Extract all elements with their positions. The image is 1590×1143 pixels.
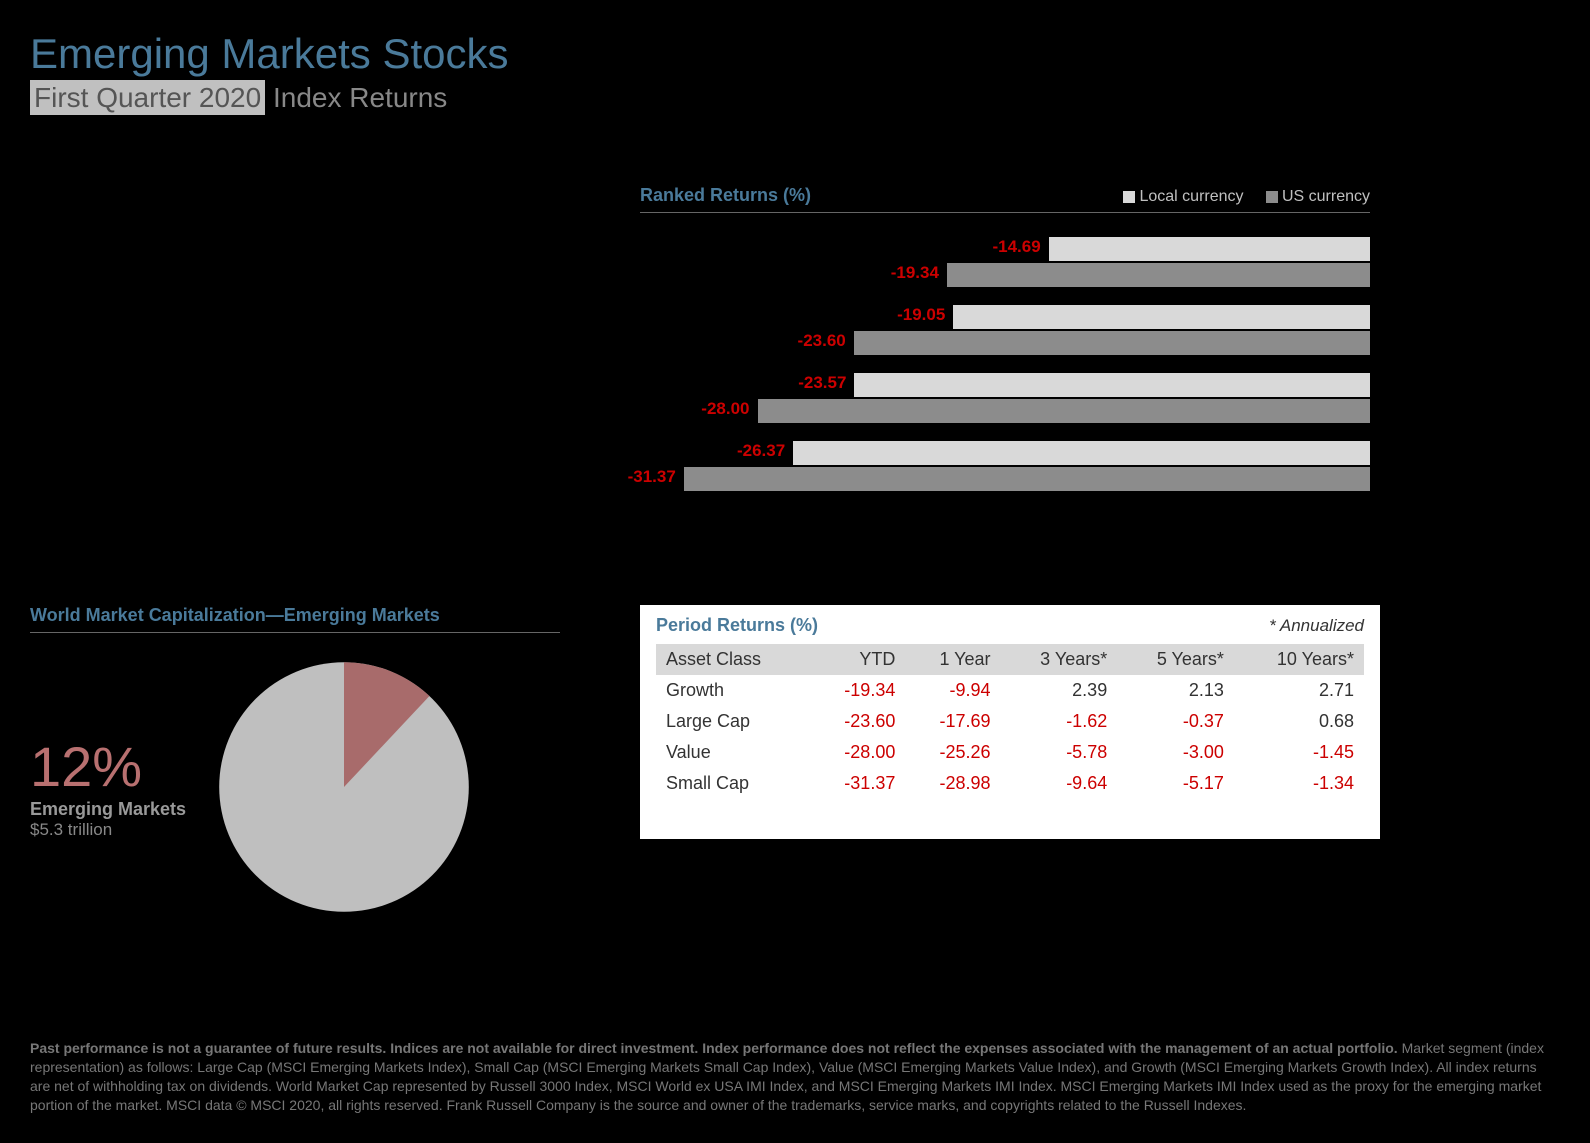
table-cell-value: -3.00 [1117,737,1234,768]
ranked-title: Ranked Returns (%) [640,185,811,206]
table-cell-value: 2.39 [1001,675,1118,706]
table-col-header: 3 Years* [1001,644,1118,675]
legend-label-us: US currency [1282,188,1370,205]
bar-us-label: -31.37 [628,467,676,487]
market-cap-pie [214,657,474,917]
period-returns-section: Period Returns (%) * Annualized Asset Cl… [640,605,1380,839]
period-returns-title: Period Returns (%) [656,615,818,636]
legend-box-us [1266,191,1278,203]
bar-local [1049,237,1370,261]
table-cell-value: -31.37 [810,768,905,799]
table-cell-value: 0.68 [1234,706,1364,737]
ranked-legend: Local currency US currency [1105,188,1370,206]
table-col-header: YTD [810,644,905,675]
table-cell-value: 2.13 [1117,675,1234,706]
subtitle-highlight: First Quarter 2020 [30,80,265,115]
table-col-header: 10 Years* [1234,644,1364,675]
bar-pair: -26.37-31.37 [640,441,1370,497]
subtitle-rest: Index Returns [265,82,447,113]
legend-label-local: Local currency [1139,188,1243,205]
bar-us-label: -19.34 [891,263,939,283]
table-col-header: Asset Class [656,644,810,675]
table-cell-value: -28.00 [810,737,905,768]
table-header-row: Asset ClassYTD1 Year3 Years*5 Years*10 Y… [656,644,1364,675]
table-body: Growth-19.34-9.942.392.132.71Large Cap-2… [656,675,1364,799]
bar-pair: -14.69 -19.34 [640,237,1370,293]
table-col-header: 1 Year [905,644,1000,675]
table-cell-value: -25.26 [905,737,1000,768]
bar-local-label: -14.69 [992,237,1040,257]
ranked-bars: -14.69 -19.34 -19.05 -23.60 -23.57 -28.00 -26.… [640,237,1370,557]
bar-local-label: -23.57 [798,373,846,393]
table-cell-value: -9.64 [1001,768,1118,799]
bar-local-label: -19.05 [897,305,945,325]
table-cell-value: -1.62 [1001,706,1118,737]
page-subtitle: First Quarter 2020 Index Returns [30,82,1560,114]
footnote-bold: Past performance is not a guarantee of f… [30,1040,1398,1056]
bar-pair: -19.05 -23.60 [640,305,1370,361]
bar-local [793,441,1370,465]
bar-us-label: -28.00 [701,399,749,419]
table-cell-name: Growth [656,675,810,706]
table-cell-value: -5.17 [1117,768,1234,799]
table-cell-name: Large Cap [656,706,810,737]
table-cell-value: 2.71 [1234,675,1364,706]
table-row: Large Cap-23.60-17.69-1.62-0.370.68 [656,706,1364,737]
table-cell-value: -28.98 [905,768,1000,799]
table-cell-name: Small Cap [656,768,810,799]
period-returns-table: Asset ClassYTD1 Year3 Years*5 Years*10 Y… [656,644,1364,799]
table-cell-name: Value [656,737,810,768]
footnotes: Past performance is not a guarantee of f… [30,1039,1550,1115]
page-title: Emerging Markets Stocks [30,30,1560,78]
market-cap-value: $5.3 trillion [30,820,186,840]
market-cap-title: World Market Capitalization—Emerging Mar… [30,605,560,633]
table-col-header: 5 Years* [1117,644,1234,675]
annualized-note: * Annualized [1269,616,1364,636]
table-cell-value: -5.78 [1001,737,1118,768]
table-cell-value: -1.34 [1234,768,1364,799]
bar-pair: -23.57 -28.00 [640,373,1370,429]
table-extra-black [1380,605,1560,645]
bar-local [854,373,1370,397]
table-cell-value: -0.37 [1117,706,1234,737]
table-cell-value: -17.69 [905,706,1000,737]
market-cap-percent: 12% [30,734,186,799]
table-row: Small Cap-31.37-28.98-9.64-5.17-1.34 [656,768,1364,799]
bar-local-label: -26.37 [737,441,785,461]
market-cap-section: World Market Capitalization—Emerging Mar… [30,605,560,917]
table-cell-value: -23.60 [810,706,905,737]
market-cap-label: Emerging Markets [30,799,186,820]
legend-box-local [1123,191,1135,203]
table-cell-value: -19.34 [810,675,905,706]
ranked-returns-section: Ranked Returns (%) Local currency US cur… [640,185,1370,557]
bar-us-label: -23.60 [798,331,846,351]
bar-us [854,331,1370,355]
bar-local [953,305,1370,329]
bar-us [758,399,1371,423]
bar-us [684,467,1370,491]
bar-us [947,263,1370,287]
table-row: Value-28.00-25.26-5.78-3.00-1.45 [656,737,1364,768]
market-cap-text: 12% Emerging Markets $5.3 trillion [30,734,186,840]
table-cell-value: -9.94 [905,675,1000,706]
table-row: Growth-19.34-9.942.392.132.71 [656,675,1364,706]
table-cell-value: -1.45 [1234,737,1364,768]
